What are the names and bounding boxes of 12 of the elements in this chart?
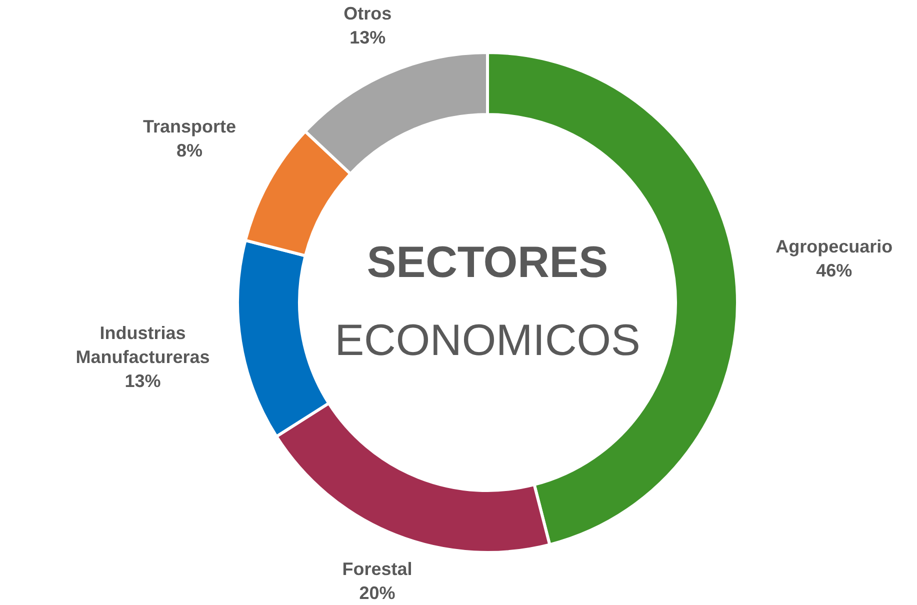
slice-label: Forestal	[342, 558, 412, 579]
data-label: 20%	[359, 582, 396, 603]
slice-label: Otros	[344, 4, 392, 24]
text: ECONOMICOS	[334, 316, 640, 365]
data-label: 46%	[816, 260, 852, 281]
text: SECTORES	[366, 238, 608, 287]
data-label: 13%	[124, 371, 161, 392]
data-label: 8%	[176, 140, 202, 161]
slice-label: Agropecuario	[776, 236, 893, 257]
slice-label: Transporte	[142, 116, 236, 137]
slice-label: Industrias Manufactureras	[76, 323, 210, 368]
data-label: 13%	[350, 28, 386, 48]
